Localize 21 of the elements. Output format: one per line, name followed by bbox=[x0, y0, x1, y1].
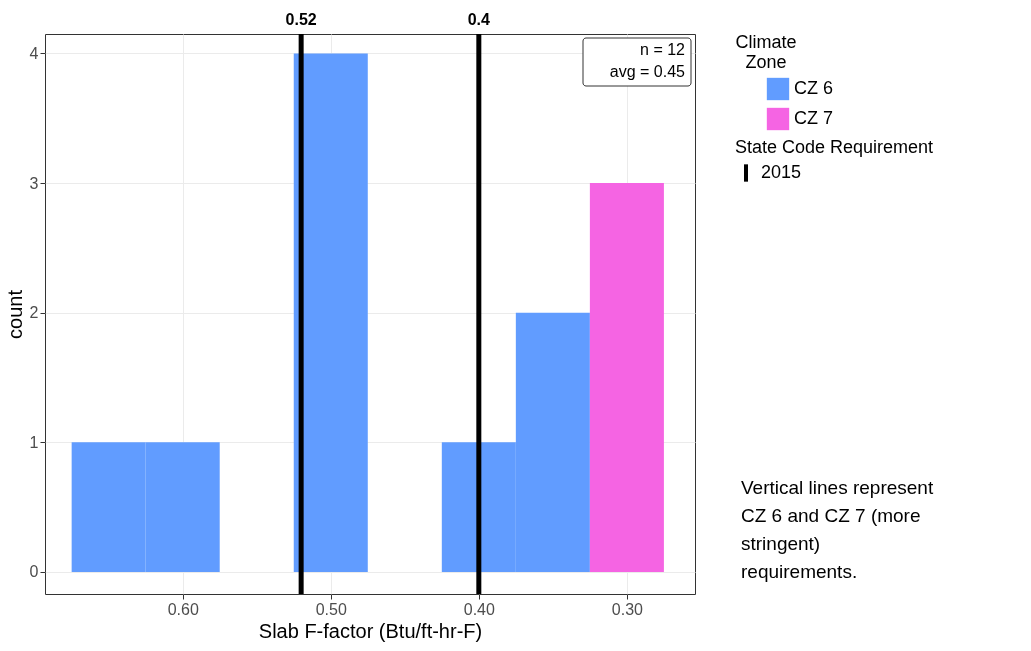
y-tick-label: 0 bbox=[29, 563, 39, 581]
legend-label: CZ 7 bbox=[794, 108, 834, 128]
y-tick-label: 4 bbox=[29, 44, 39, 62]
legend-title: Climate Zone bbox=[735, 32, 797, 72]
ref-line-label: 0.52 bbox=[285, 11, 317, 28]
annotation: n = 12 bbox=[640, 41, 686, 58]
x-tick-label: 0.40 bbox=[463, 600, 495, 618]
ref-line-label: 0.4 bbox=[467, 11, 491, 28]
x-tick-label: 0.50 bbox=[315, 600, 347, 618]
y-tick-label: 3 bbox=[29, 174, 39, 192]
x-tick-label: 0.60 bbox=[167, 600, 199, 618]
annotation: avg = 0.45 bbox=[609, 63, 686, 80]
y-tick-label: 2 bbox=[29, 304, 39, 322]
legend-label: CZ 6 bbox=[794, 78, 834, 98]
x-tick-label: 0.30 bbox=[611, 600, 644, 618]
text: 2015 bbox=[761, 162, 802, 182]
y-axis-title: count bbox=[3, 289, 26, 339]
x-axis-title: Slab F-factor (Btu/ft-hr-F) bbox=[258, 619, 483, 642]
text: Vertical lines represent CZ 6 and CZ 7 (more stringent) requirements. bbox=[741, 477, 934, 582]
text: State Code Requirement bbox=[735, 137, 934, 157]
y-tick-label: 1 bbox=[29, 433, 39, 451]
